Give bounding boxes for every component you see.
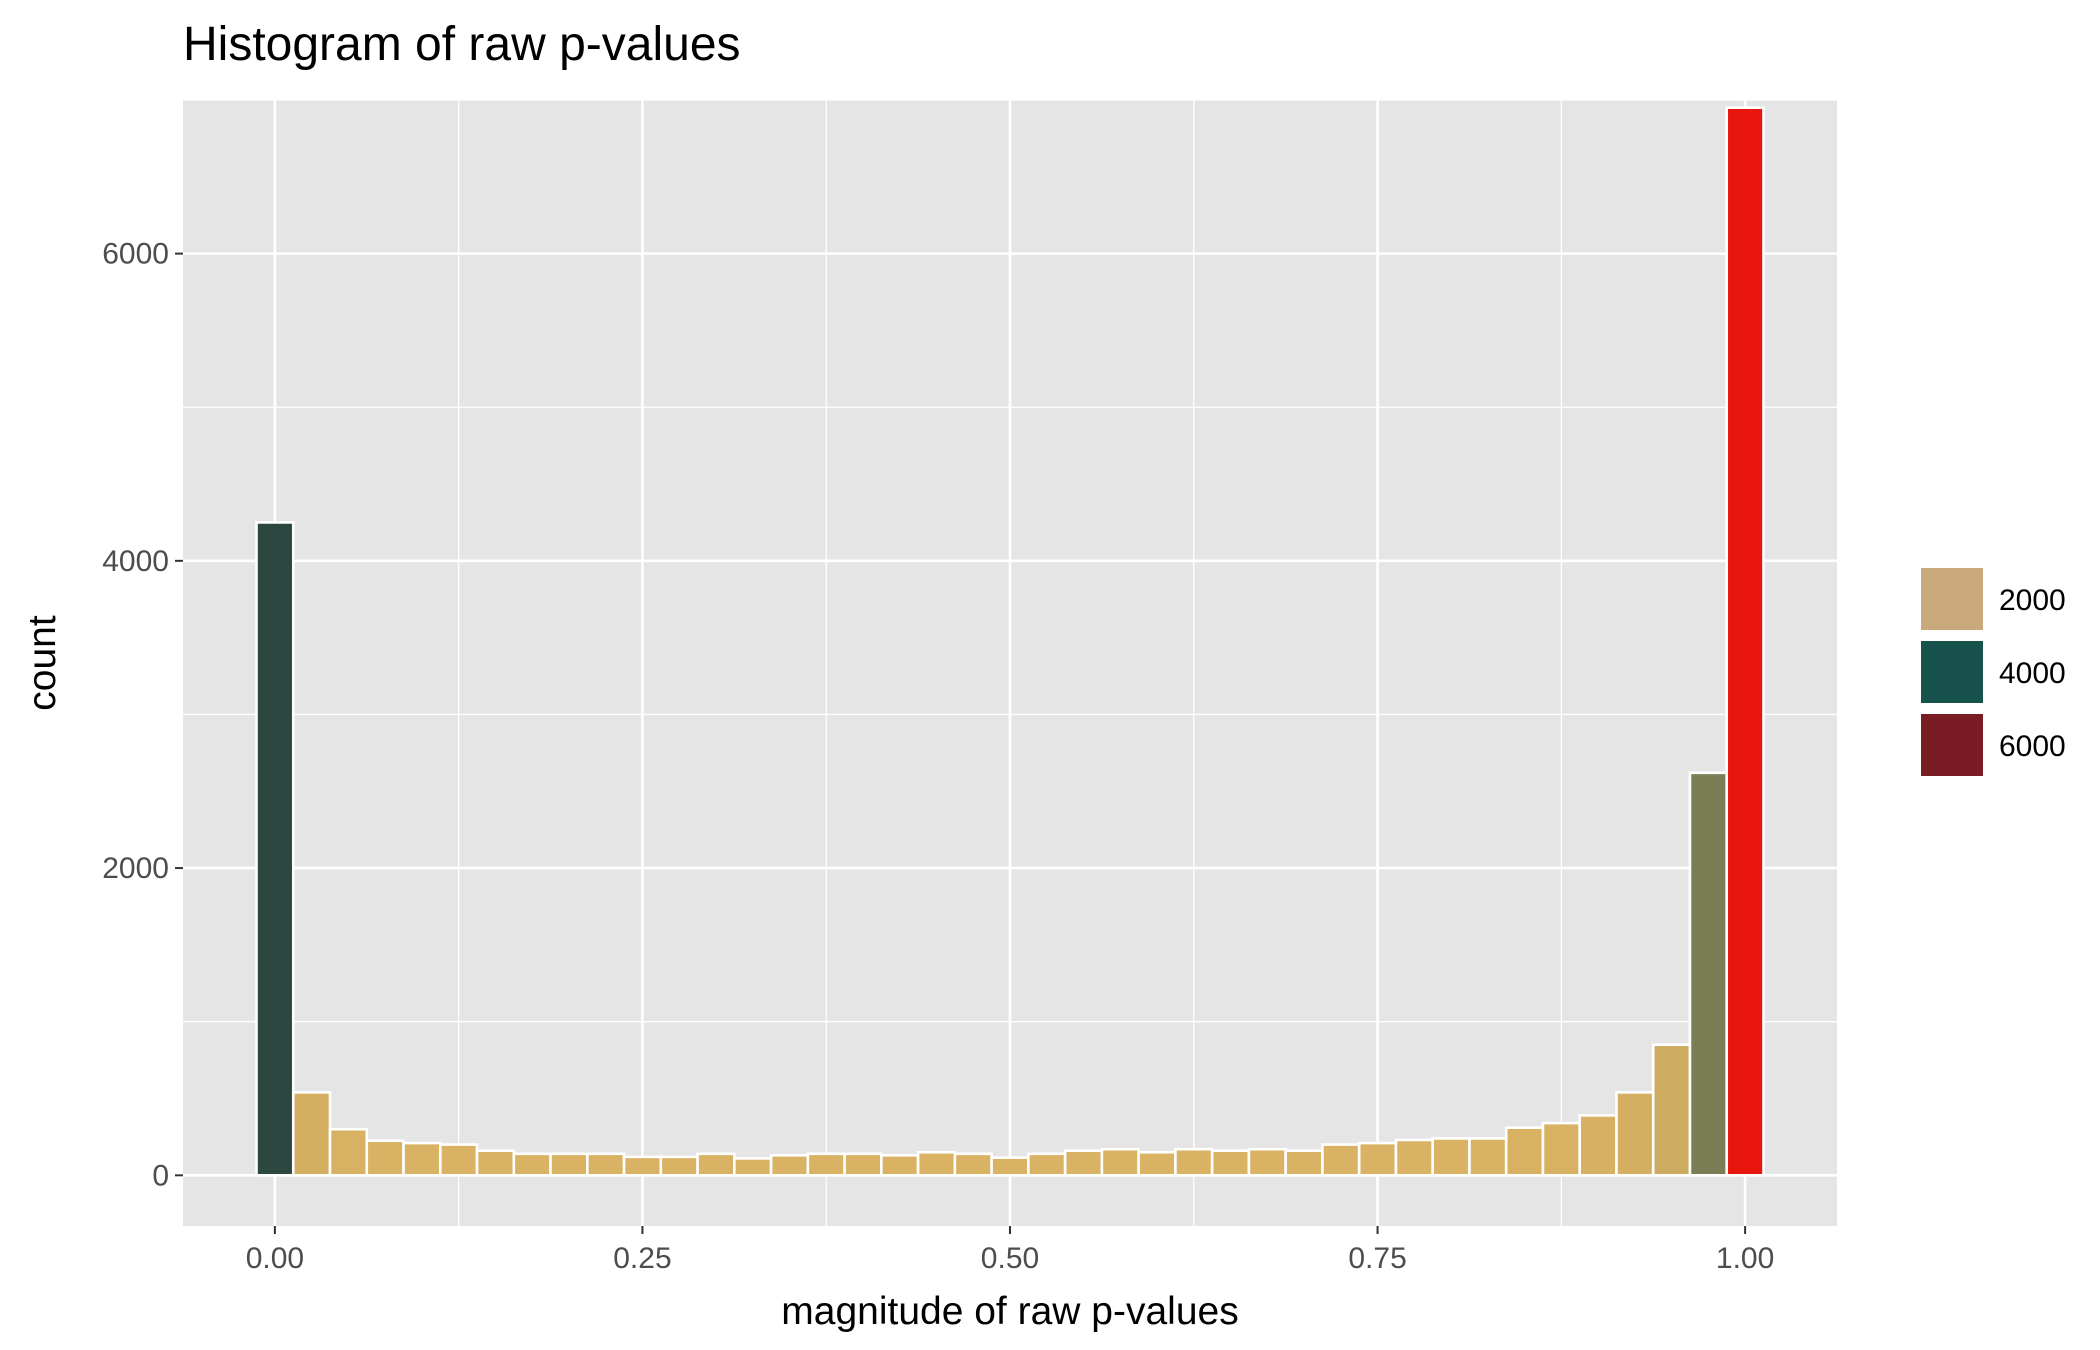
histogram-bar — [475, 1149, 516, 1177]
histogram-bar — [1615, 1091, 1655, 1177]
histogram-bar — [438, 1143, 479, 1177]
legend-swatch — [1921, 714, 1983, 776]
histogram-bar — [1321, 1143, 1361, 1177]
x-tick-label: 1.00 — [1716, 1242, 1774, 1275]
histogram-bar — [1284, 1149, 1324, 1177]
histogram-bar — [990, 1156, 1030, 1177]
histogram-bar — [1247, 1147, 1287, 1177]
histogram-bar — [402, 1141, 442, 1177]
histogram-bar — [328, 1127, 369, 1177]
histogram-bar — [1431, 1137, 1471, 1177]
histogram-bar — [659, 1155, 699, 1177]
histogram-bar — [696, 1152, 736, 1177]
y-tick-label: 0 — [152, 1159, 169, 1192]
histogram-bar — [512, 1152, 552, 1177]
histogram-bar — [1394, 1138, 1434, 1177]
legend-label: 4000 — [1999, 657, 2066, 690]
histogram-bar — [622, 1155, 663, 1177]
y-axis: 0 2000 4000 6000 — [102, 238, 183, 1192]
histogram-bar — [1725, 106, 1765, 1177]
histogram-bar — [1688, 771, 1729, 1177]
histogram-bars — [255, 106, 1765, 1177]
y-tick-label: 4000 — [102, 545, 169, 578]
histogram-bar — [1541, 1121, 1582, 1177]
histogram-bar — [880, 1154, 920, 1177]
histogram-bar — [769, 1154, 810, 1177]
histogram-bar — [1174, 1147, 1214, 1177]
x-tick-label: 0.25 — [613, 1242, 671, 1275]
legend-swatch — [1921, 641, 1983, 703]
histogram-bar — [1651, 1043, 1692, 1177]
y-axis-title: count — [21, 615, 64, 711]
legend-label: 2000 — [1999, 584, 2066, 617]
histogram-bar — [843, 1152, 883, 1177]
x-axis: 0.00 0.25 0.50 0.75 1.00 — [246, 1226, 1774, 1275]
histogram-bar — [953, 1152, 993, 1177]
x-tick-label: 0.50 — [981, 1242, 1039, 1275]
legend-swatch — [1921, 568, 1983, 630]
histogram-bar — [733, 1157, 773, 1177]
chart-title: Histogram of raw p-values — [183, 18, 741, 71]
histogram-bar — [1468, 1137, 1508, 1177]
legend-label: 6000 — [1999, 730, 2066, 763]
y-tick-label: 2000 — [102, 852, 169, 885]
histogram-bar — [1504, 1126, 1545, 1177]
histogram-bar — [291, 1091, 332, 1177]
histogram-bar — [1063, 1149, 1104, 1177]
histogram-bar — [586, 1152, 626, 1177]
histogram-bar — [1137, 1150, 1177, 1177]
histogram-bar — [365, 1139, 405, 1177]
histogram-bar — [549, 1152, 589, 1177]
histogram-bar — [806, 1152, 846, 1177]
y-tick-label: 6000 — [102, 238, 169, 271]
histogram-bar — [1578, 1114, 1618, 1177]
histogram-bar — [1027, 1152, 1067, 1177]
histogram-bar — [1210, 1149, 1251, 1177]
histogram-bar — [916, 1150, 957, 1177]
histogram-bar — [1357, 1141, 1398, 1177]
histogram-bar — [255, 521, 295, 1177]
x-tick-label: 0.00 — [246, 1242, 304, 1275]
x-axis-title: magnitude of raw p-values — [781, 1290, 1238, 1333]
x-tick-label: 0.75 — [1348, 1242, 1406, 1275]
histogram-bar — [1100, 1147, 1140, 1177]
legend: 2000 4000 6000 — [1921, 568, 2066, 776]
